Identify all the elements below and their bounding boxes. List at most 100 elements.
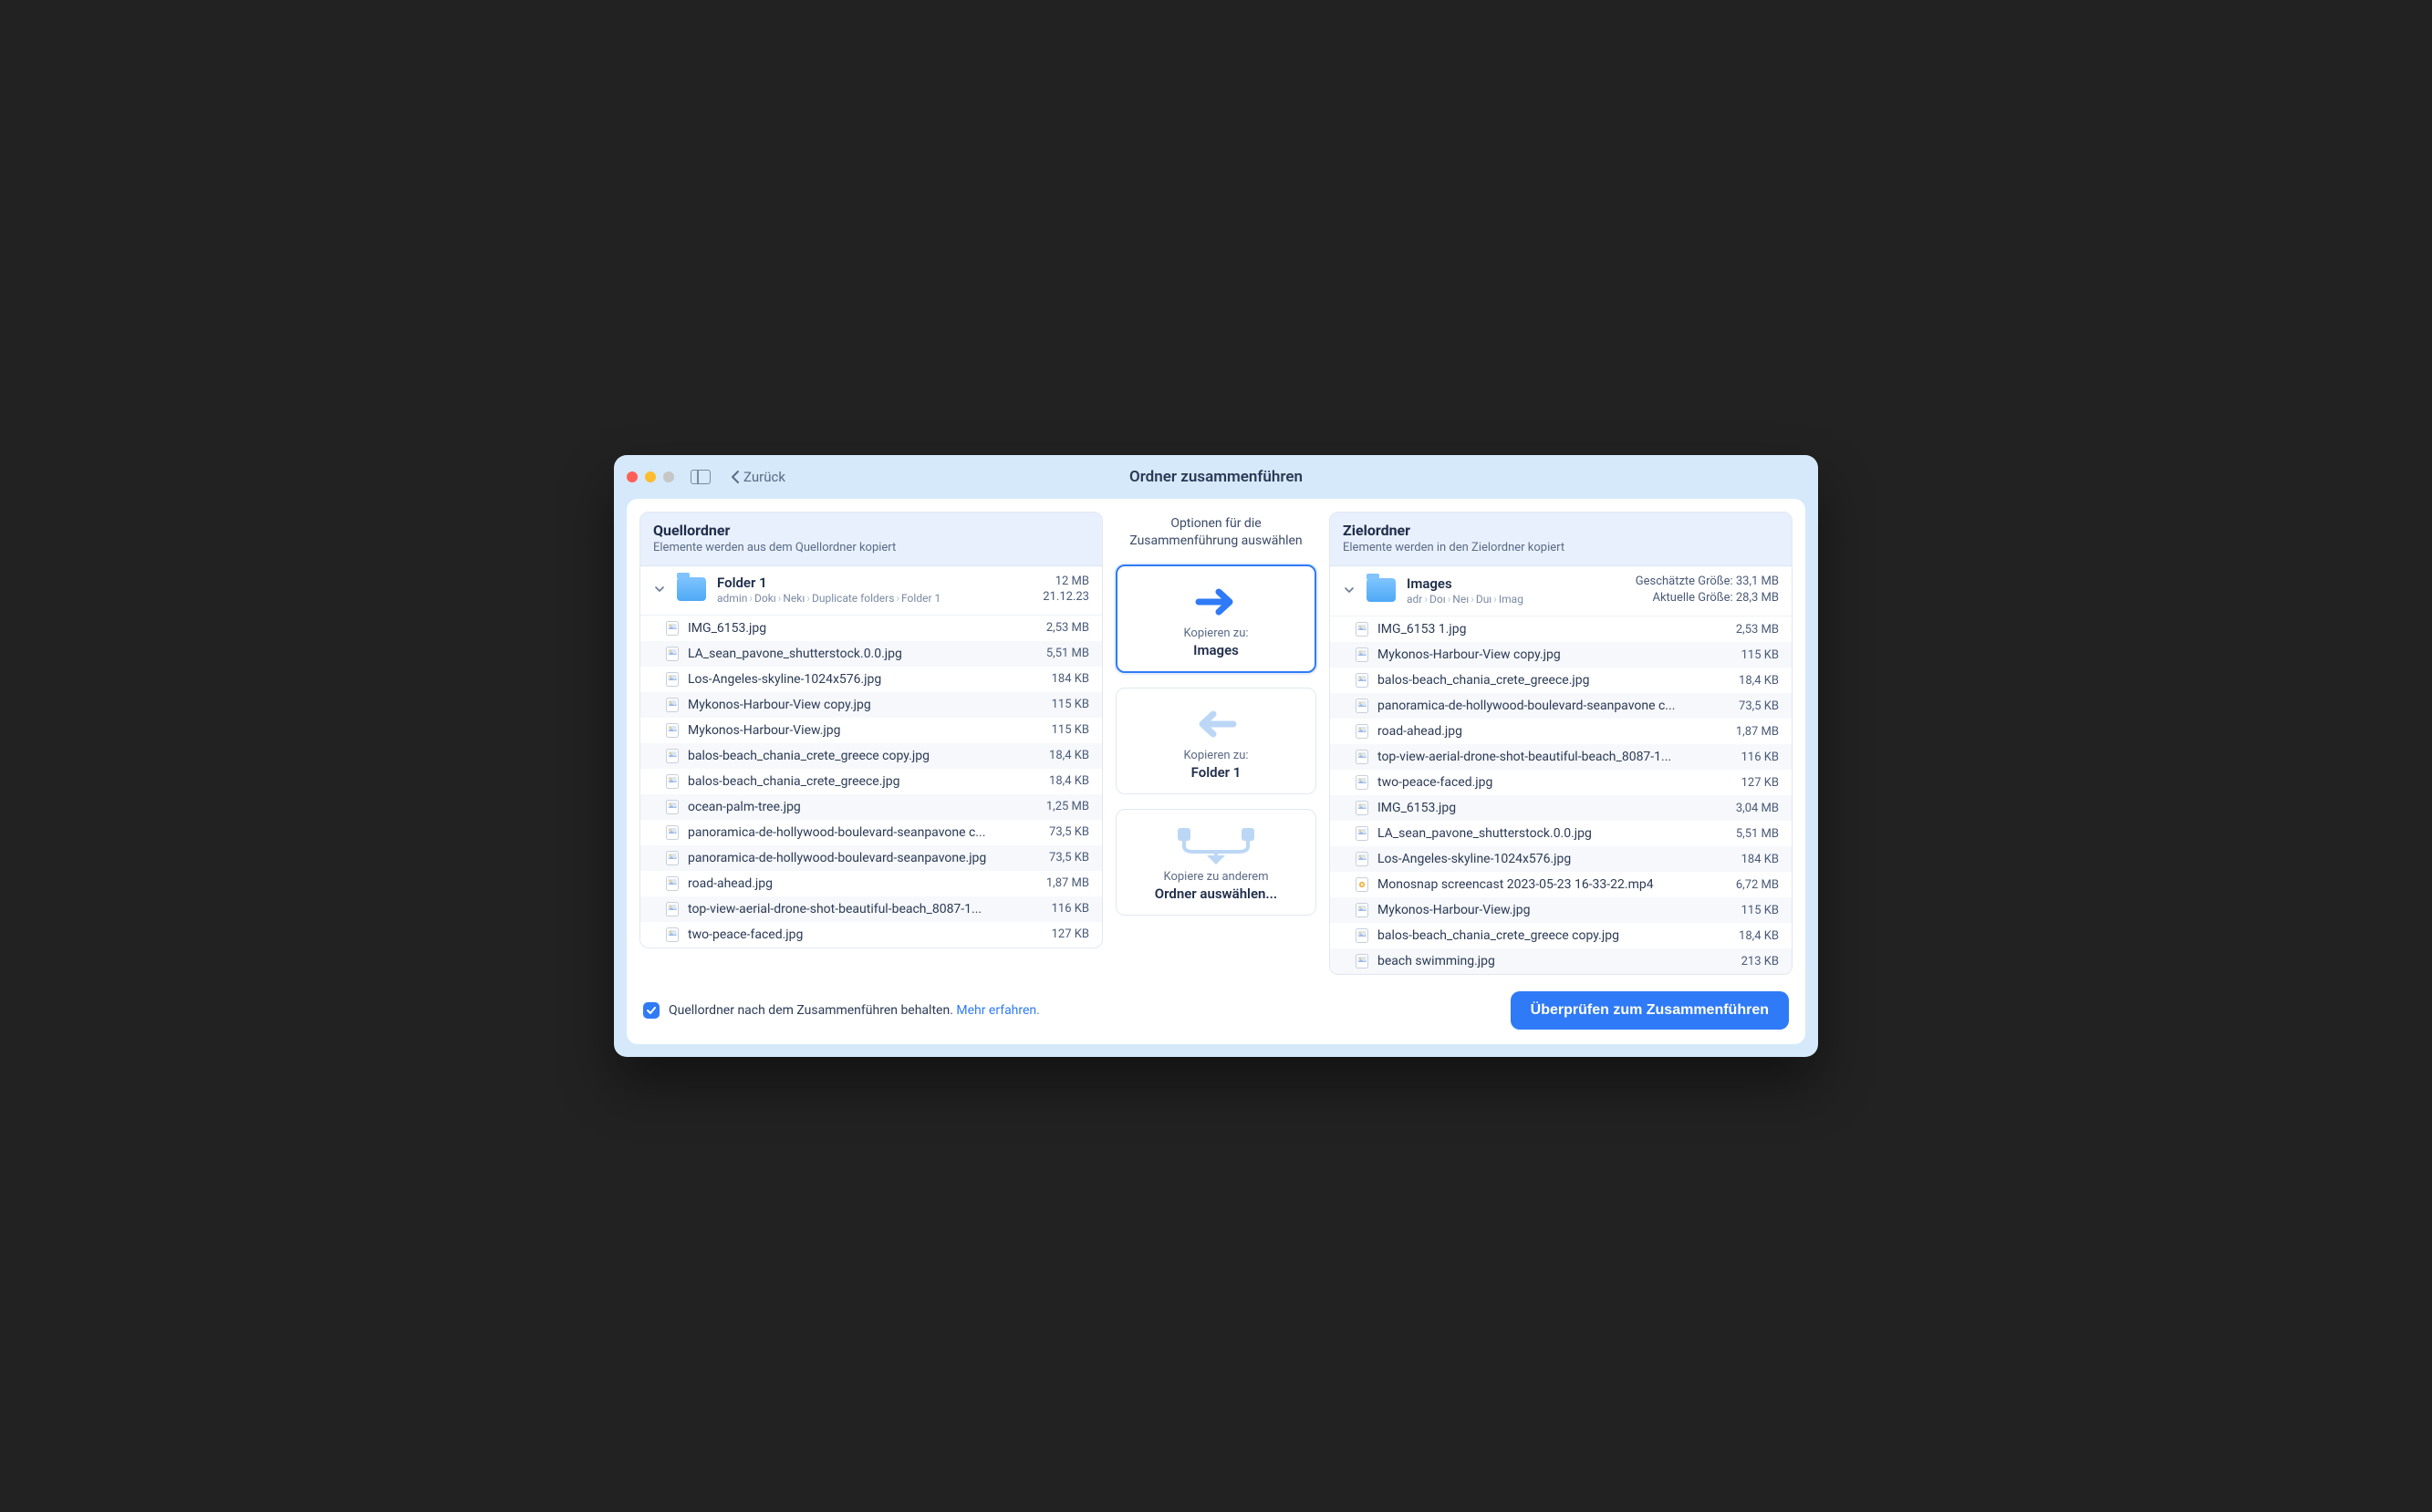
file-icon: [1356, 750, 1368, 764]
option2-target: Folder 1: [1126, 764, 1306, 781]
chevron-right-icon: ›: [896, 592, 899, 605]
zoom-window-button[interactable]: [663, 471, 674, 482]
file-size: 115 KB: [1052, 698, 1089, 711]
app-window: Zurück Ordner zusammenführen Quellordner…: [614, 455, 1818, 1057]
file-row[interactable]: two-peace-faced.jpg 127 KB: [1330, 770, 1792, 795]
file-row[interactable]: beach swimming.jpg 213 KB: [1330, 948, 1792, 974]
file-icon: [666, 672, 679, 687]
file-name: two-peace-faced.jpg: [1377, 775, 1725, 790]
file-size: 3,04 MB: [1736, 802, 1779, 815]
option2-sub: Kopieren zu:: [1126, 749, 1306, 762]
titlebar: Zurück Ordner zusammenführen: [614, 455, 1818, 499]
file-row[interactable]: Mykonos-Harbour-View copy.jpg 115 KB: [640, 692, 1102, 718]
file-name: panoramica-de-hollywood-boulevard-seanpa…: [688, 851, 1033, 865]
keep-source-option[interactable]: Quellordner nach dem Zusammenführen beha…: [643, 1002, 1040, 1019]
file-row[interactable]: road-ahead.jpg 1,87 MB: [1330, 719, 1792, 744]
back-button[interactable]: Zurück: [731, 469, 785, 485]
back-label: Zurück: [743, 469, 785, 485]
file-icon: [1356, 928, 1368, 943]
target-current-size: Aktuelle Größe: 28,3 MB: [1636, 590, 1779, 606]
keep-source-checkbox[interactable]: [643, 1002, 660, 1019]
target-folder-name: Images: [1407, 575, 1625, 592]
source-file-list: IMG_6153.jpg 2,53 MB LA_sean_pavone_shut…: [640, 616, 1102, 948]
option-copy-to-target[interactable]: Kopieren zu: Images: [1116, 564, 1316, 673]
file-row[interactable]: balos-beach_chania_crete_greece copy.jpg…: [640, 743, 1102, 769]
file-row[interactable]: balos-beach_chania_crete_greece.jpg 18,4…: [1330, 668, 1792, 693]
file-name: balos-beach_chania_crete_greece.jpg: [1377, 673, 1722, 688]
target-subtitle: Elemente werden in den Zielordner kopier…: [1343, 541, 1779, 554]
file-name: Mykonos-Harbour-View.jpg: [1377, 903, 1725, 917]
file-row[interactable]: Los-Angeles-skyline-1024x576.jpg 184 KB: [640, 667, 1102, 692]
source-folder-size: 12 MB: [1043, 574, 1089, 590]
sidebar-toggle-icon[interactable]: [691, 470, 711, 484]
chevron-down-icon[interactable]: [653, 583, 666, 595]
option-copy-to-other[interactable]: Kopiere zu anderem Ordner auswählen...: [1116, 809, 1316, 916]
target-folder-row[interactable]: Images adr›Doı›Neı›Duı›Imag Geschätzte G…: [1330, 566, 1792, 616]
minimize-window-button[interactable]: [645, 471, 656, 482]
file-size: 18,4 KB: [1739, 674, 1779, 688]
file-row[interactable]: road-ahead.jpg 1,87 MB: [640, 871, 1102, 896]
file-row[interactable]: LA_sean_pavone_shutterstock.0.0.jpg 5,51…: [1330, 821, 1792, 846]
file-size: 18,4 KB: [1049, 774, 1089, 788]
file-row[interactable]: IMG_6153.jpg 2,53 MB: [640, 616, 1102, 641]
source-folder-row[interactable]: Folder 1 admin›Dokı›Nekı›Duplicate folde…: [640, 566, 1102, 616]
file-row[interactable]: ocean-palm-tree.jpg 1,25 MB: [640, 794, 1102, 820]
file-size: 5,51 MB: [1046, 647, 1089, 660]
file-icon: [666, 800, 679, 814]
file-name: LA_sean_pavone_shutterstock.0.0.jpg: [1377, 826, 1720, 841]
file-row[interactable]: Mykonos-Harbour-View.jpg 115 KB: [640, 718, 1102, 743]
file-row[interactable]: two-peace-faced.jpg 127 KB: [640, 922, 1102, 948]
file-name: IMG_6153.jpg: [688, 621, 1030, 636]
file-icon: [1356, 801, 1368, 815]
file-size: 184 KB: [1052, 672, 1089, 686]
file-row[interactable]: IMG_6153 1.jpg 2,53 MB: [1330, 616, 1792, 642]
file-row[interactable]: Los-Angeles-skyline-1024x576.jpg 184 KB: [1330, 846, 1792, 872]
file-row[interactable]: panoramica-de-hollywood-boulevard-seanpa…: [1330, 693, 1792, 719]
file-name: balos-beach_chania_crete_greece copy.jpg: [688, 749, 1033, 763]
file-row[interactable]: panoramica-de-hollywood-boulevard-seanpa…: [640, 820, 1102, 845]
file-name: beach swimming.jpg: [1377, 954, 1725, 968]
file-row[interactable]: panoramica-de-hollywood-boulevard-seanpa…: [640, 845, 1102, 871]
option1-target: Images: [1127, 642, 1305, 658]
file-size: 73,5 KB: [1739, 699, 1779, 713]
option1-sub: Kopieren zu:: [1127, 627, 1305, 640]
breadcrumb-seg: Neı: [1452, 593, 1469, 606]
file-row[interactable]: Mykonos-Harbour-View.jpg 115 KB: [1330, 897, 1792, 923]
close-window-button[interactable]: [627, 471, 638, 482]
file-size: 116 KB: [1052, 902, 1089, 916]
file-row[interactable]: Mykonos-Harbour-View copy.jpg 115 KB: [1330, 642, 1792, 668]
breadcrumb-seg: Dokı: [754, 592, 776, 605]
file-name: road-ahead.jpg: [688, 876, 1030, 891]
source-breadcrumbs: admin›Dokı›Nekı›Duplicate folders›Folder…: [717, 592, 1032, 605]
chevron-left-icon: [731, 470, 740, 484]
file-name: IMG_6153 1.jpg: [1377, 622, 1720, 637]
file-size: 1,25 MB: [1046, 800, 1089, 813]
folder-icon: [677, 577, 706, 601]
target-size-info: Geschätzte Größe: 33,1 MB Aktuelle Größe…: [1636, 574, 1779, 606]
file-icon: [666, 723, 679, 738]
file-size: 1,87 MB: [1046, 876, 1089, 890]
breadcrumb-seg: Folder 1: [901, 592, 941, 605]
merge-options: Optionen für die Zusammenführung auswähl…: [1116, 512, 1316, 916]
file-size: 2,53 MB: [1046, 621, 1089, 635]
file-row[interactable]: top-view-aerial-drone-shot-beautiful-bea…: [640, 896, 1102, 922]
arrow-left-icon: [1126, 703, 1306, 745]
file-row[interactable]: top-view-aerial-drone-shot-beautiful-bea…: [1330, 744, 1792, 770]
review-merge-button[interactable]: Überprüfen zum Zusammenführen: [1511, 991, 1789, 1030]
file-row[interactable]: Monosnap screencast 2023-05-23 16-33-22.…: [1330, 872, 1792, 897]
learn-more-link[interactable]: Mehr erfahren.: [956, 1003, 1040, 1018]
file-row[interactable]: balos-beach_chania_crete_greece.jpg 18,4…: [640, 769, 1102, 794]
file-size: 116 KB: [1741, 751, 1779, 764]
file-size: 2,53 MB: [1736, 623, 1779, 637]
file-size: 213 KB: [1741, 955, 1779, 968]
file-row[interactable]: LA_sean_pavone_shutterstock.0.0.jpg 5,51…: [640, 641, 1102, 667]
option-copy-to-source[interactable]: Kopieren zu: Folder 1: [1116, 688, 1316, 794]
file-icon: [666, 621, 679, 636]
target-title: Zielordner: [1343, 522, 1779, 539]
option3-target: Ordner auswählen...: [1126, 885, 1306, 902]
chevron-down-icon[interactable]: [1343, 584, 1356, 596]
file-row[interactable]: balos-beach_chania_crete_greece copy.jpg…: [1330, 923, 1792, 948]
file-size: 5,51 MB: [1736, 827, 1779, 841]
file-size: 127 KB: [1741, 776, 1779, 790]
file-row[interactable]: IMG_6153.jpg 3,04 MB: [1330, 795, 1792, 821]
